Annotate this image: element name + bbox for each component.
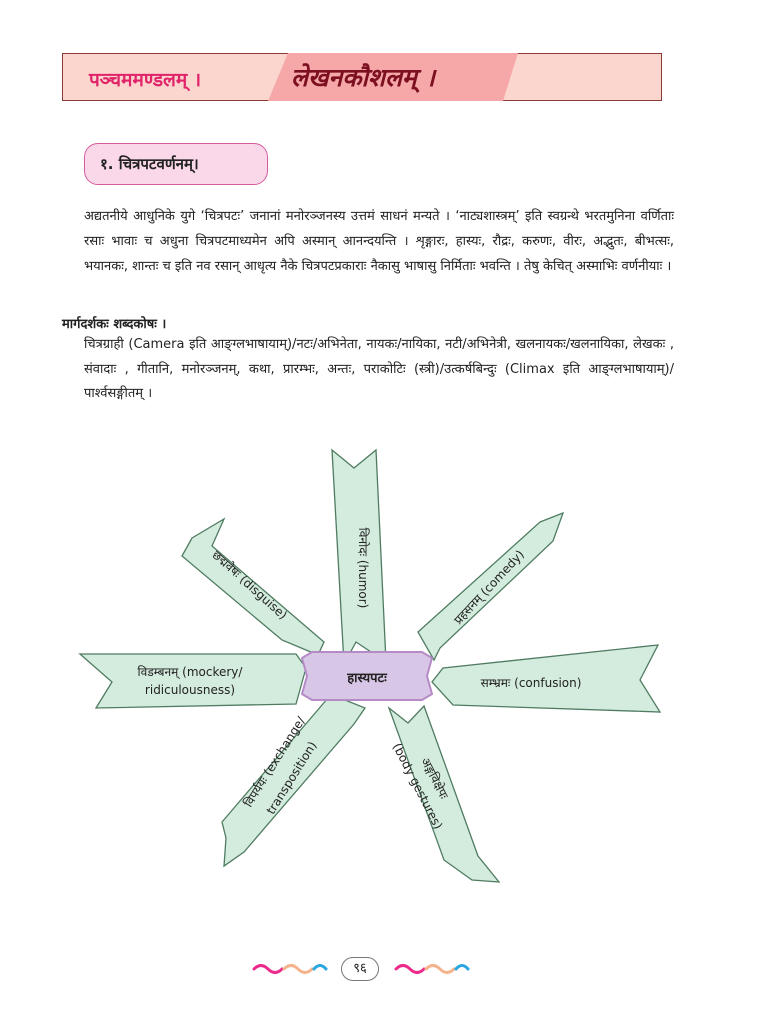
- arrow-lower-right: अङ्गविक्षेपः (body gestures): [387, 704, 501, 883]
- arrow-lower-right-shape: [387, 704, 501, 883]
- wave-pink-1: [252, 964, 284, 974]
- arrow-left-label-1: विडम्बनम् (mockery/: [138, 665, 244, 680]
- arrow-right-shape: [431, 644, 662, 713]
- page-number: ९६: [341, 957, 379, 981]
- arrow-upper-left: छद्मवेषः (disguise): [181, 517, 325, 656]
- center-node: हास्यपटः: [300, 651, 434, 701]
- arrow-upper-left-shape: [181, 517, 325, 656]
- arrow-lower-left: विपर्ययः (exchange/ transposition): [221, 697, 366, 868]
- arrow-left: विडम्बनम् (mockery/ ridiculousness): [78, 653, 307, 709]
- wave-blue-1: [312, 964, 328, 971]
- intro-paragraph: अद्यतनीये आधुनिके युगे ‘चित्रपटः’ जनानां…: [84, 209, 674, 274]
- footer-wave-left: [252, 964, 328, 974]
- arrow-right-label: सम्भ्रमः (confusion): [481, 676, 582, 690]
- chapter-section-label: पञ्चममण्डलम् ।: [89, 69, 202, 91]
- arrow-upper-right-label: प्रहसनम् (comedy): [451, 547, 527, 627]
- arrow-lower-left-shape: [221, 697, 366, 868]
- arrow-left-label-2: ridiculousness): [145, 683, 235, 697]
- chapter-title: लेखनकौशलम् ।: [291, 63, 436, 92]
- arrow-upper-right-shape: [417, 511, 565, 662]
- arrow-top: विनोदः (humor): [331, 448, 387, 667]
- wave-peach-2: [424, 964, 456, 974]
- center-node-label: हास्यपटः: [346, 671, 388, 686]
- arrow-upper-right: प्रहसनम् (comedy): [417, 511, 565, 662]
- wave-blue-2: [454, 964, 470, 971]
- arrow-top-label: विनोदः (humor): [356, 528, 370, 609]
- footer-wave-right: [394, 964, 470, 974]
- section-heading: १. चित्रपटवर्णनम्।: [100, 155, 199, 173]
- wave-peach-1: [282, 964, 314, 974]
- glossary-text: चित्रग्राही (Camera इति आङ्ग्लभाषायाम्)/…: [84, 337, 674, 401]
- arrow-right: सम्भ्रमः (confusion): [431, 644, 662, 713]
- center-node-shape: [300, 651, 434, 701]
- section-heading-box: १. चित्रपटवर्णनम्।: [84, 143, 268, 185]
- glossary-title: मार्गदर्शकः शब्दकोषः ।: [62, 317, 167, 332]
- arrow-left-shape: [78, 653, 307, 709]
- chapter-header: पञ्चममण्डलम् । लेखनकौशलम् ।: [62, 53, 662, 101]
- chapter-title-tab: [268, 53, 518, 101]
- wave-pink-2: [394, 964, 426, 974]
